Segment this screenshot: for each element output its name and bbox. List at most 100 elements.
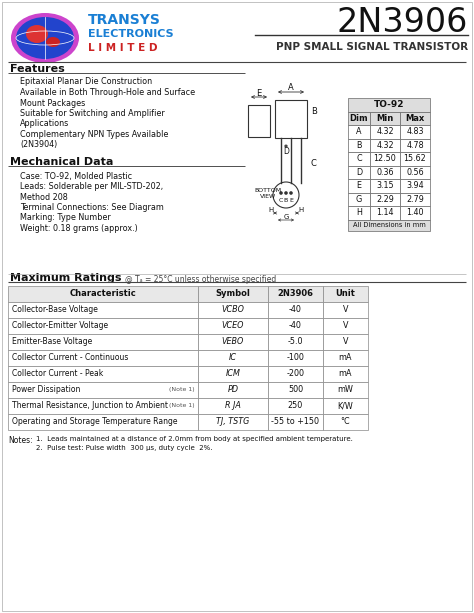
Text: VIEW: VIEW xyxy=(260,194,276,199)
Text: Collector-Emitter Voltage: Collector-Emitter Voltage xyxy=(12,321,108,330)
Text: 250: 250 xyxy=(288,402,303,411)
Text: 2.79: 2.79 xyxy=(406,195,424,204)
Bar xyxy=(8,350,198,366)
Bar xyxy=(268,318,323,334)
Text: PD: PD xyxy=(228,386,238,395)
Bar xyxy=(323,350,368,366)
Text: mA: mA xyxy=(339,354,352,362)
Text: 2N3906: 2N3906 xyxy=(277,289,313,299)
Bar xyxy=(323,302,368,318)
Text: 12.50: 12.50 xyxy=(374,154,396,163)
Text: E: E xyxy=(356,181,362,190)
Text: Marking: Type Number: Marking: Type Number xyxy=(20,213,111,223)
Bar xyxy=(198,334,268,350)
Text: (2N3904): (2N3904) xyxy=(20,140,57,150)
Bar xyxy=(8,286,198,302)
Bar xyxy=(348,206,370,219)
Text: Available in Both Through-Hole and Surface: Available in Both Through-Hole and Surfa… xyxy=(20,88,195,97)
Text: 500: 500 xyxy=(288,386,303,395)
Text: -40: -40 xyxy=(289,321,302,330)
Text: Symbol: Symbol xyxy=(216,289,250,299)
Bar xyxy=(400,125,430,139)
Text: E: E xyxy=(256,88,262,97)
Text: TO-92: TO-92 xyxy=(374,101,404,109)
Text: Mount Packages: Mount Packages xyxy=(20,99,85,107)
Bar xyxy=(400,152,430,166)
Text: TRANSYS: TRANSYS xyxy=(88,13,161,27)
Bar xyxy=(370,139,400,152)
Bar xyxy=(348,98,430,112)
Text: A: A xyxy=(288,83,294,93)
Text: Unit: Unit xyxy=(336,289,356,299)
Bar xyxy=(8,302,198,318)
Bar xyxy=(268,382,323,398)
Text: C: C xyxy=(356,154,362,163)
Text: 4.78: 4.78 xyxy=(406,141,424,150)
Text: C: C xyxy=(311,159,317,167)
Text: Features: Features xyxy=(10,64,65,74)
Text: Dim: Dim xyxy=(350,114,368,123)
Bar xyxy=(370,179,400,192)
Bar xyxy=(348,139,370,152)
Bar xyxy=(198,414,268,430)
Bar xyxy=(370,166,400,179)
Text: 2N3906: 2N3906 xyxy=(337,6,468,39)
Bar xyxy=(323,414,368,430)
Bar xyxy=(400,206,430,219)
Text: Emitter-Base Voltage: Emitter-Base Voltage xyxy=(12,338,92,346)
Bar xyxy=(348,112,370,125)
Text: ELECTRONICS: ELECTRONICS xyxy=(88,29,173,39)
Text: -55 to +150: -55 to +150 xyxy=(272,417,319,427)
Bar xyxy=(370,125,400,139)
Text: PNP SMALL SIGNAL TRANSISTOR: PNP SMALL SIGNAL TRANSISTOR xyxy=(276,42,468,52)
Bar xyxy=(348,192,370,206)
Bar xyxy=(268,334,323,350)
Text: 15.62: 15.62 xyxy=(404,154,427,163)
Text: Notes:: Notes: xyxy=(8,436,33,445)
Text: Thermal Resistance, Junction to Ambient: Thermal Resistance, Junction to Ambient xyxy=(12,402,168,411)
Text: V: V xyxy=(343,305,348,314)
Bar xyxy=(268,414,323,430)
Text: 1.40: 1.40 xyxy=(406,208,424,217)
Text: Leads: Solderable per MIL-STD-202,: Leads: Solderable per MIL-STD-202, xyxy=(20,182,163,191)
Text: Characteristic: Characteristic xyxy=(70,289,137,299)
Text: G: G xyxy=(283,214,289,220)
Text: 4.83: 4.83 xyxy=(406,128,424,136)
Text: Case: TO-92, Molded Plastic: Case: TO-92, Molded Plastic xyxy=(20,172,132,180)
Text: Power Dissipation: Power Dissipation xyxy=(12,386,81,395)
Text: TJ, TSTG: TJ, TSTG xyxy=(216,417,250,427)
Bar xyxy=(8,414,198,430)
Text: V: V xyxy=(343,338,348,346)
Bar xyxy=(198,398,268,414)
Text: C: C xyxy=(279,197,283,202)
Text: B: B xyxy=(356,141,362,150)
Circle shape xyxy=(284,191,288,195)
Text: Collector-Base Voltage: Collector-Base Voltage xyxy=(12,305,98,314)
Bar xyxy=(198,302,268,318)
Text: Max: Max xyxy=(405,114,425,123)
Bar xyxy=(198,286,268,302)
Text: (Note 1): (Note 1) xyxy=(169,403,195,408)
Bar xyxy=(8,366,198,382)
Bar xyxy=(323,286,368,302)
Text: G: G xyxy=(356,195,362,204)
Text: B: B xyxy=(284,197,288,202)
Text: Mechanical Data: Mechanical Data xyxy=(10,157,113,167)
Bar xyxy=(348,166,370,179)
Text: B: B xyxy=(311,107,317,116)
Bar xyxy=(323,318,368,334)
Bar xyxy=(198,318,268,334)
Text: -5.0: -5.0 xyxy=(288,338,303,346)
Bar xyxy=(323,334,368,350)
Bar xyxy=(370,206,400,219)
Text: A: A xyxy=(356,128,362,136)
Text: Epitaxial Planar Die Construction: Epitaxial Planar Die Construction xyxy=(20,77,152,86)
Text: VEBO: VEBO xyxy=(222,338,244,346)
Bar xyxy=(348,219,430,230)
Bar xyxy=(400,166,430,179)
Ellipse shape xyxy=(11,13,79,63)
Text: 2.  Pulse test: Pulse width  300 μs, duty cycle  2%.: 2. Pulse test: Pulse width 300 μs, duty … xyxy=(36,445,212,451)
Bar xyxy=(8,334,198,350)
Text: R JA: R JA xyxy=(225,402,241,411)
Bar xyxy=(323,398,368,414)
